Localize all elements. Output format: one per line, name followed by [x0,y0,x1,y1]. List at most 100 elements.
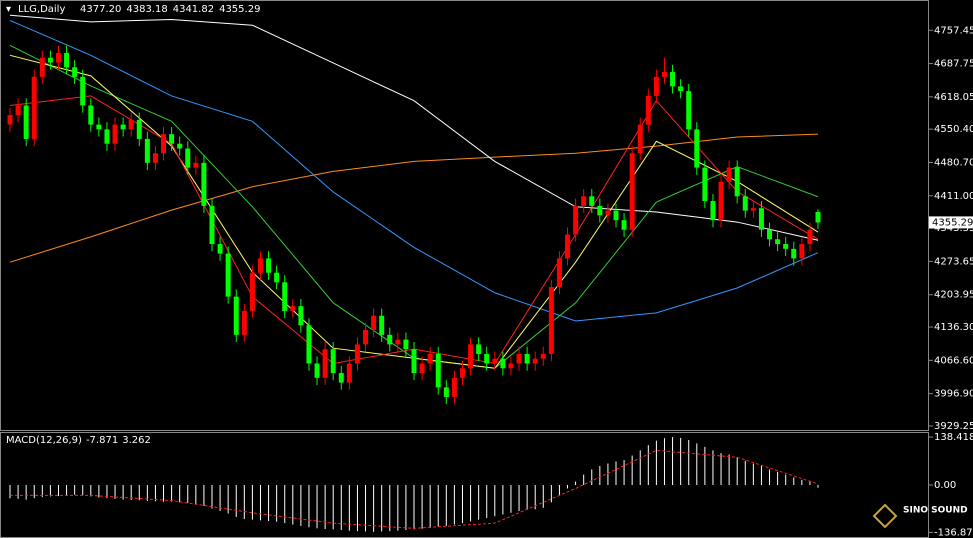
moving-average [9,14,819,241]
candle-body [322,349,328,378]
candle-body [379,315,385,335]
candle-body [161,134,167,154]
y-tick-label: 4618.05 [934,92,973,103]
candle-body [758,208,764,230]
candle-body [791,248,797,259]
logo: SINO SOUND [872,503,968,529]
symbol-icon: ▾ [6,4,11,15]
candle-body [47,57,53,63]
ohlc-value: 4383.18 [126,4,167,15]
candle-body [241,310,247,335]
candle-body [274,272,280,283]
candle-body [128,119,134,130]
candle-body [290,306,296,311]
candle-body [500,358,506,369]
candle-body [39,57,45,77]
candle-body [363,330,369,345]
ohlc-value: 4355.29 [219,4,260,15]
candle-body [621,220,627,230]
candle-body [427,353,433,364]
candle-body [767,229,773,240]
candle-body [670,72,676,87]
candle-body [597,205,603,216]
candle-body [807,229,813,245]
y-tick-label: 0.00 [934,480,956,491]
y-tick-label: 4203.95 [934,290,973,301]
y-tick-label: 4273.65 [934,256,973,267]
candle-body [257,258,263,273]
candle-body [710,201,716,221]
candle-body [306,325,312,364]
candle-body [516,353,522,364]
candle-body [371,315,377,331]
candle-body [411,349,417,374]
y-tick-label: 3929.25 [934,421,973,432]
candle-body [435,353,441,388]
candle-body [136,119,142,139]
candle-body [104,129,110,144]
y-tick-label: -136.871 [934,527,973,538]
candle-body [338,373,344,383]
candle-body [233,296,239,335]
candle-body [468,344,474,369]
candle-body [556,258,562,288]
y-tick-label: 138.418 [934,432,973,443]
candle-body [718,181,724,221]
candle-body [169,134,175,144]
candle-body [589,196,595,206]
candle-body [88,105,94,125]
y-tick-label: 4343.35 [934,223,973,234]
candle-body [686,91,692,130]
candle-body [144,138,150,163]
candle-body [678,86,684,92]
y-tick-label: 4136.30 [934,322,973,333]
candle-body [492,358,498,364]
price-panel [0,0,929,431]
candle-body [637,124,643,154]
candle-body [266,258,272,273]
candle-body [540,353,546,359]
candle-body [387,334,393,345]
candle-body [661,72,667,77]
candle-body [249,272,255,311]
candle-body [225,253,231,297]
candle-body [451,377,457,397]
moving-average [9,19,819,322]
macd-panel [0,432,929,538]
candle-body [484,353,490,364]
current-price-tag [929,216,973,229]
candle-body [605,210,611,216]
y-tick-label: 4757.45 [934,25,973,36]
candle-body [330,349,336,374]
chart-title: LLG,Daily [18,4,65,15]
y-tick-label: 3996.90 [934,389,973,400]
candle-body [702,167,708,202]
candle-body [346,363,352,383]
logo-text: SINO SOUND [903,506,968,516]
y-tick-label: 4480.70 [934,157,973,168]
y-tick-label: 4411.00 [934,191,973,202]
candle-body [185,148,191,168]
y-tick-label: 4066.60 [934,355,973,366]
candle-body [548,287,554,354]
candle-body [209,205,215,245]
candle-body [120,124,126,130]
candle-body [201,162,207,206]
y-tick-label: 4687.75 [934,59,973,70]
candle-body [55,52,61,63]
candle-body [508,363,514,369]
candle-body [799,244,805,259]
candle-body [573,205,579,235]
candle-body [354,344,360,364]
candle-body [581,196,587,206]
candle-body [524,353,530,364]
candle-body [783,244,789,249]
candle-body [742,196,748,211]
candle-body [7,115,13,125]
candle-body [734,167,740,197]
candle-body [193,162,199,168]
candle-body [750,208,756,211]
candle-body [282,282,288,311]
candle-body [645,95,651,125]
candle-body [476,344,482,354]
